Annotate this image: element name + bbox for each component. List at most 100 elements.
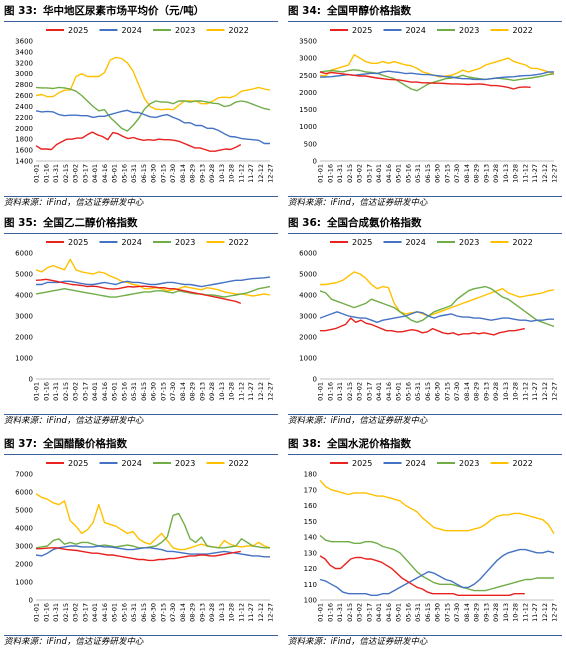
series-line-2022 [320, 271, 555, 317]
panel-fig37: 图 37: 全国醋酸价格指数 2025 2024 2023 2022 0 1000 2000 3… [4, 436, 278, 650]
y-tick-label: 1000 [299, 355, 317, 363]
y-tick-label: 2400 [15, 103, 33, 111]
y-tick-label: 0 [313, 376, 317, 384]
x-tick-label: 09-13 [198, 603, 206, 622]
legend-label: 2022 [513, 459, 533, 468]
x-tick-label: 03-02 [356, 382, 364, 401]
x-tick-label: 09-13 [198, 382, 206, 401]
x-tick-label: 05-01 [395, 164, 403, 183]
chart-title: 全国合成氨价格指数 [326, 217, 422, 229]
panel-title: 图 35: 全国乙二醇价格指数 [4, 215, 278, 234]
x-tick-label: 07-30 [169, 603, 177, 622]
y-tick-label: 3600 [15, 38, 33, 46]
chart-title: 全国甲醇价格指数 [326, 5, 411, 17]
chart-fig37: 2025 2024 2023 2022 0 1000 2000 3000 4000 5000 600… [15, 459, 275, 622]
x-axis: 01-01 01-16 01-31 02-15 03-02 03-17 04-01 04-16… [317, 603, 559, 622]
series-line-2025 [36, 547, 241, 562]
panel-fig34: 图 34: 全国甲醇价格指数 2025 2024 2023 2022 0 500 1000 15… [288, 3, 562, 211]
x-tick-label: 10-13 [218, 603, 226, 622]
y-axis: 0 1000 2000 3000 4000 5000 6000 7000 [15, 471, 33, 605]
series-line-2023 [319, 534, 554, 592]
x-tick-label: 02-15 [62, 382, 70, 401]
x-tick-label: 10-28 [228, 603, 236, 622]
x-tick-label: 12-27 [551, 164, 559, 183]
x-tick-label: 01-01 [33, 164, 41, 183]
series-line-2022 [35, 493, 271, 551]
x-tick-label: 09-28 [492, 164, 500, 183]
series-line-2023 [35, 285, 271, 298]
chart-title: 全国水泥价格指数 [326, 438, 411, 450]
x-tick-label: 05-01 [395, 603, 403, 622]
x-tick-label: 08-14 [463, 164, 471, 183]
source-note: 资料来源：iFind，信达证券研发中心 [288, 414, 562, 428]
x-tick-label: 06-30 [434, 603, 442, 622]
x-tick-label: 11-12 [237, 382, 245, 401]
x-tick-label: 05-31 [414, 382, 422, 401]
y-tick-label: 3000 [299, 55, 317, 63]
x-tick-label: 05-01 [111, 382, 119, 401]
x-axis: 01-01 01-16 01-31 02-15 03-02 03-17 04-01 04-16… [33, 603, 275, 622]
x-tick-label: 12-27 [551, 382, 559, 401]
series-line-2022 [35, 258, 271, 297]
x-axis: 01-01 01-16 01-31 02-15 03-02 03-17 04-01 04-16… [317, 164, 559, 183]
x-tick-label: 04-16 [385, 603, 393, 622]
chart-fig33: 2025 2024 2023 2022 1400 1600 1800 2000 2200 2400… [15, 26, 275, 183]
x-tick-label: 07-30 [169, 382, 177, 401]
x-tick-label: 01-16 [42, 603, 50, 622]
x-tick-label: 06-30 [150, 164, 158, 183]
series-line-2024 [36, 276, 271, 288]
y-tick-label: 2000 [15, 561, 33, 569]
x-tick-label: 10-28 [512, 603, 520, 622]
y-tick-label: 170 [304, 486, 317, 494]
chart-fig36: 2025 2024 2023 2022 0 1000 2000 3000 4000 5000 600… [299, 238, 559, 401]
legend-label: 2023 [175, 238, 195, 247]
x-tick-label: 11-12 [237, 164, 245, 183]
x-tick-label: 04-16 [385, 382, 393, 401]
y-tick-label: 110 [304, 581, 317, 589]
y-tick-label: 130 [304, 549, 317, 557]
figure-number: 图 37: [4, 438, 37, 450]
y-tick-label: 3000 [15, 70, 33, 78]
x-tick-label: 08-14 [463, 603, 471, 622]
x-tick-label: 06-30 [434, 382, 442, 401]
y-axis: 0 500 1000 1500 2000 2500 3000 3500 [299, 38, 317, 166]
x-tick-label: 09-13 [482, 382, 490, 401]
x-axis: 01-01 01-16 01-31 02-15 03-02 03-17 04-01 04-16… [317, 382, 559, 401]
y-tick-label: 2800 [15, 81, 33, 89]
legend: 2025 2024 2023 2022 [46, 26, 249, 35]
x-tick-label: 08-14 [463, 382, 471, 401]
legend-label: 2024 [122, 238, 142, 247]
x-tick-label: 07-15 [159, 164, 167, 183]
y-tick-label: 2200 [15, 114, 33, 122]
legend-label: 2022 [229, 26, 249, 35]
y-tick-label: 1000 [15, 579, 33, 587]
x-tick-label: 12-27 [267, 164, 275, 183]
x-tick-label: 01-31 [336, 382, 344, 401]
legend-label: 2023 [175, 459, 195, 468]
figure-number: 图 38: [288, 438, 321, 450]
y-tick-label: 2000 [299, 89, 317, 97]
panel-fig38: 图 38: 全国水泥价格指数 2025 2024 2023 2022 100 110 120 1… [288, 436, 562, 650]
x-tick-label: 07-15 [443, 164, 451, 183]
legend: 2025 2024 2023 2022 [330, 26, 533, 35]
x-tick-label: 11-12 [521, 382, 529, 401]
x-tick-label: 09-28 [492, 382, 500, 401]
y-tick-label: 6000 [15, 489, 33, 497]
x-tick-label: 04-01 [375, 382, 383, 401]
x-tick-label: 12-12 [257, 603, 265, 622]
y-tick-label: 150 [304, 518, 317, 526]
y-tick-label: 100 [304, 597, 317, 605]
figure-number: 图 36: [288, 217, 321, 229]
x-tick-label: 05-01 [395, 382, 403, 401]
x-tick-label: 06-15 [140, 164, 148, 183]
x-tick-label: 08-29 [189, 603, 197, 622]
y-tick-label: 140 [304, 534, 317, 542]
y-axis: 0 1000 2000 3000 4000 5000 6000 [299, 250, 317, 384]
x-tick-label: 09-13 [482, 603, 490, 622]
panel-fig33: 图 33: 华中地区尿素市场平均价（元/吨） 2025 2024 2023 2022 14… [4, 3, 278, 211]
x-tick-label: 05-31 [130, 603, 138, 622]
legend: 2025 2024 2023 2022 [46, 459, 249, 468]
panel-title: 图 36: 全国合成氨价格指数 [288, 215, 562, 234]
chart-fig35: 2025 2024 2023 2022 0 1000 2000 3000 4000 5000 600… [15, 238, 274, 401]
x-tick-label: 04-16 [101, 382, 109, 401]
